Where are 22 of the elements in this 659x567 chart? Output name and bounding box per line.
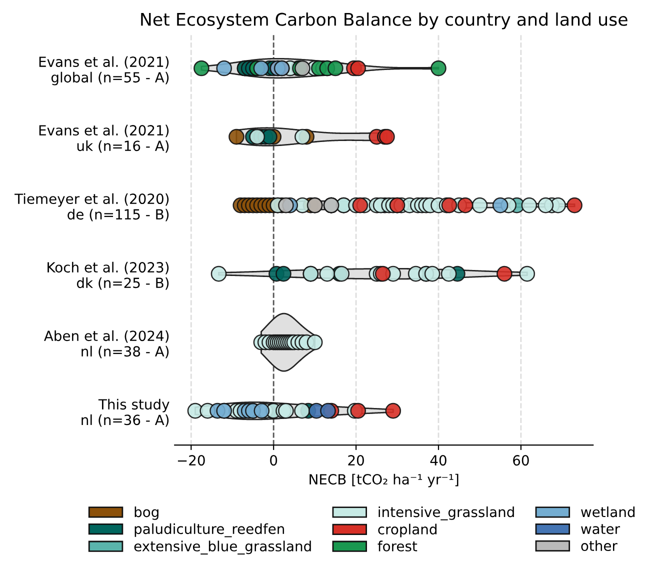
x-tick-label: 60	[513, 455, 529, 466]
y-tick-label: This study nl (n=36 - A)	[82, 398, 170, 427]
legend-label: intensive_grassland	[378, 506, 514, 520]
legend-label: water	[581, 524, 620, 534]
legend-label: other	[581, 540, 618, 552]
legend-label: paludiculture_reedfen	[134, 523, 284, 538]
y-tick-label: Aben et al. (2024) nl (n=38 - A)	[44, 330, 169, 358]
y-tick-label: Koch et al. (2023) dk (n=25 - B)	[48, 262, 169, 290]
chart-title: Net Ecosystem Carbon Balance by country and land use	[141, 12, 628, 30]
legend-label: extensive_blue_grassland	[134, 540, 311, 554]
y-tick-label: Tiemeyer et al. (2020) de (n=115 - B)	[14, 193, 169, 222]
x-tick-label: 0	[270, 455, 278, 466]
legend-label: bog	[134, 506, 158, 520]
x-axis-title: NECB [tCO₂ ha⁻¹ yr⁻¹]	[310, 474, 458, 488]
x-tick-label: 20	[348, 455, 364, 466]
legend-label: forest	[378, 540, 418, 552]
x-tick-label: −20	[178, 455, 205, 466]
y-tick-label: Evans et al. (2021) global (n=55 - A)	[39, 56, 169, 86]
y-tick-label: Evans et al. (2021) uk (n=16 - A)	[39, 124, 169, 153]
legend-label: wetland	[581, 506, 635, 518]
x-tick-label: 40	[430, 455, 446, 466]
legend-label: cropland	[378, 524, 436, 538]
